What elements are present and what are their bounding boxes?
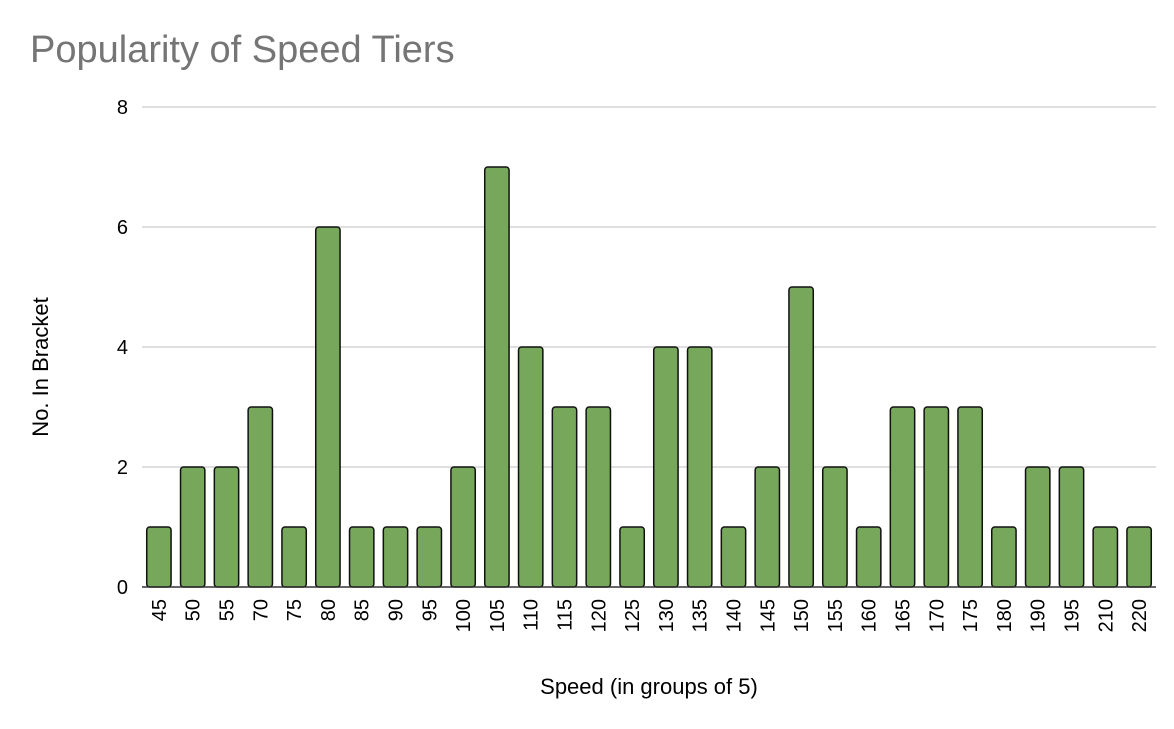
x-tick-label: 190 [1028,599,1050,632]
x-tick-label: 195 [1062,599,1084,632]
bar-180 [990,526,1017,588]
bar-50 [179,466,206,588]
x-tick-label: 150 [791,599,813,632]
x-tick-label: 85 [352,599,374,621]
x-axis-ticks: 45 50 55 70 75 80 85 90 95 100 105 110 115 120 125 130 1… [149,599,1151,632]
y-axis-label: No. In Bracket [28,297,53,436]
x-tick-label: 100 [453,599,475,632]
bar-85 [348,526,375,588]
y-axis-ticks: 0 2 4 6 8 [117,97,128,599]
x-tick-label: 95 [419,599,441,621]
x-tick-label: 175 [960,599,982,632]
bar-100 [450,466,477,588]
bar-110 [517,346,544,588]
x-tick-label: 105 [487,599,509,632]
x-tick-label: 125 [622,599,644,632]
bar-105 [483,166,510,588]
bar-145 [754,466,781,588]
bar-190 [1024,466,1051,588]
y-tick-label: 8 [117,97,128,119]
x-tick-label: 45 [149,599,171,621]
bar-120 [585,406,612,588]
bar-175 [957,406,984,588]
bar-75 [281,526,308,588]
bar-170 [923,406,950,588]
x-tick-label: 50 [183,599,205,621]
x-tick-label: 120 [588,599,610,632]
bar-140 [720,526,747,588]
bar-115 [551,406,578,588]
bar-165 [889,406,916,588]
y-tick-label: 4 [117,337,128,359]
grid-lines [142,106,1156,468]
chart-title: Popularity of Speed Tiers [30,29,455,71]
bar-195 [1058,466,1085,588]
x-tick-label: 110 [521,599,543,631]
bar-150 [788,286,815,588]
bar-80 [314,226,341,588]
x-tick-label: 55 [217,599,239,621]
x-tick-label: 75 [284,599,306,621]
x-tick-label: 220 [1129,599,1151,632]
x-tick-label: 160 [859,599,881,632]
bar-135 [686,346,713,588]
x-axis-label: Speed (in groups of 5) [540,674,758,699]
y-tick-label: 0 [117,577,128,599]
bar-70 [247,406,274,588]
x-tick-label: 90 [386,599,408,621]
bar-45 [145,526,172,588]
x-tick-label: 145 [757,599,779,632]
bar-90 [382,526,409,588]
bar-220 [1126,526,1153,588]
x-tick-label: 180 [994,599,1016,632]
x-tick-label: 80 [318,599,340,621]
y-tick-label: 6 [117,217,128,239]
bar-130 [652,346,679,588]
bar-210 [1092,526,1119,588]
bars [145,166,1153,588]
x-tick-label: 115 [555,599,577,631]
x-tick-label: 155 [825,599,847,632]
x-tick-label: 130 [656,599,678,632]
x-tick-label: 140 [724,599,746,632]
bar-125 [619,526,646,588]
bar-95 [416,526,443,588]
bar-160 [855,526,882,588]
x-tick-label: 165 [893,599,915,632]
bar-55 [213,466,240,588]
x-tick-label: 135 [690,599,712,632]
x-tick-label: 70 [250,599,272,621]
y-tick-label: 2 [117,457,128,479]
x-tick-label: 170 [926,599,948,632]
x-tick-label: 210 [1095,599,1117,632]
bar-155 [821,466,848,588]
